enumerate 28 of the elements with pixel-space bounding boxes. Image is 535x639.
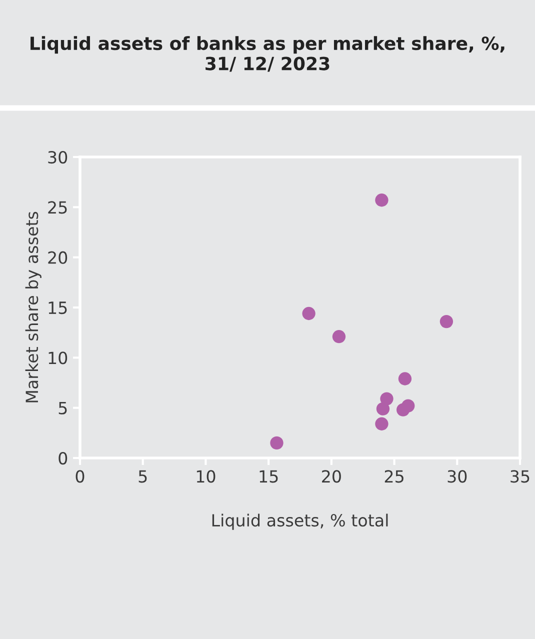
x-tick-label: 20 (322, 470, 341, 483)
point (270, 436, 284, 450)
y-tick-label: 30 (48, 150, 68, 164)
y-tick-label: 5 (58, 402, 67, 414)
point (402, 399, 415, 412)
point (375, 194, 388, 207)
point (380, 392, 394, 406)
y-tick-label: 10 (48, 352, 68, 364)
x-tick-label: 15 (260, 470, 278, 483)
y-tick-label: 0 (58, 452, 68, 465)
point (302, 306, 316, 320)
point (376, 402, 390, 416)
point (440, 314, 454, 328)
y-tick-label: 15 (48, 302, 67, 314)
point (332, 330, 346, 344)
chart-title: Liquid assets of banks as per market share, %, 31/ 12/ 2023 (30, 36, 504, 72)
point (375, 417, 388, 430)
x-tick-label: 5 (138, 470, 147, 483)
x-axis-title: Liquid assets, % total (212, 514, 388, 530)
x-tick-label: 35 (510, 470, 530, 483)
x-tick-label: 25 (384, 470, 404, 483)
x-tick-label: 10 (196, 470, 216, 483)
y-tick-label: 20 (48, 251, 68, 264)
x-tick-label: 30 (448, 470, 467, 483)
x-tick-label: 0 (76, 470, 84, 483)
y-axis-title: Market share by assets (25, 212, 42, 402)
point (398, 372, 412, 386)
y-tick-label: 25 (48, 201, 67, 214)
